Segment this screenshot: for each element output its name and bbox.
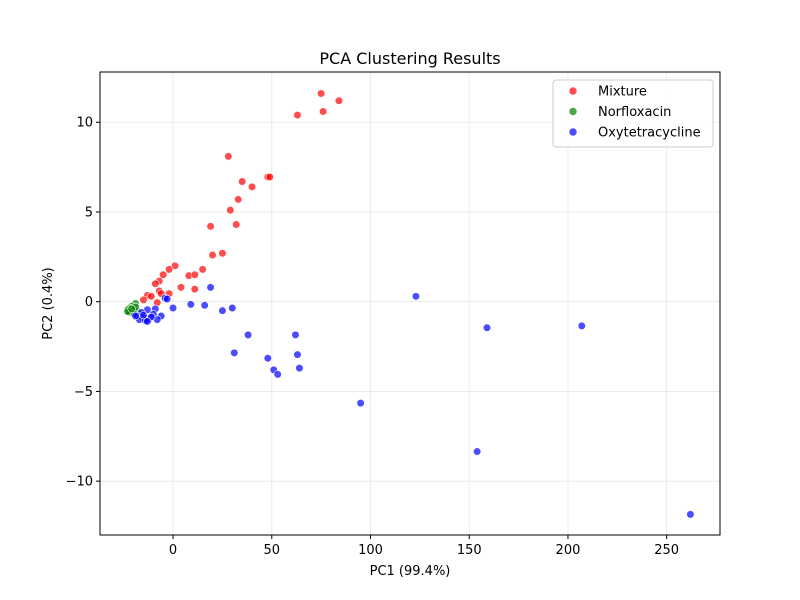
point-oxytetracycline — [295, 364, 304, 373]
chart-title: PCA Clustering Results — [319, 49, 500, 68]
point-mixture — [334, 96, 344, 105]
legend-marker-mixture — [568, 86, 578, 96]
point-oxytetracycline — [200, 301, 209, 310]
point-oxytetracycline — [291, 330, 300, 340]
point-norfloxacin — [127, 304, 136, 313]
point-mixture — [151, 279, 160, 288]
point-oxytetracycline — [163, 294, 172, 304]
y-axis-ticks: −10 −5 0 5 10 — [66, 116, 100, 490]
y-tick-label: −10 — [66, 475, 93, 490]
point-mixture — [170, 261, 180, 270]
legend-box — [552, 79, 714, 148]
point-mixture — [147, 292, 156, 301]
point-mixture — [139, 295, 148, 305]
point-mixture — [208, 250, 217, 260]
point-mixture — [206, 222, 215, 231]
point-oxytetracycline — [293, 350, 302, 359]
legend-label-norfloxacin: Norfloxacin — [598, 105, 671, 120]
point-mixture — [293, 110, 302, 120]
y-tick-label: −5 — [74, 385, 93, 400]
point-oxytetracycline — [218, 306, 227, 315]
point-mixture — [317, 89, 326, 98]
point-mixture — [176, 283, 186, 292]
y-tick-label: 5 — [85, 205, 93, 220]
point-mixture — [226, 206, 235, 215]
point-mixture — [224, 152, 233, 161]
point-mixture — [247, 182, 257, 191]
point-oxytetracycline — [577, 321, 586, 331]
point-oxytetracycline — [273, 370, 282, 379]
y-axis-label: PC2 (0.4%) — [41, 267, 56, 340]
point-oxytetracycline — [139, 311, 148, 320]
point-oxytetracycline — [143, 317, 152, 326]
plot-area-frame — [99, 71, 721, 536]
point-mixture — [218, 249, 227, 258]
x-tick-label: 200 — [556, 543, 581, 558]
legend-marker-oxytetracycline — [568, 127, 578, 137]
point-oxytetracycline — [230, 348, 239, 357]
legend-marker-norfloxacin — [568, 107, 578, 116]
point-oxytetracycline — [228, 303, 237, 313]
point-oxytetracycline — [263, 354, 272, 363]
x-tick-label: 100 — [358, 543, 383, 558]
point-oxytetracycline — [168, 303, 178, 313]
point-oxytetracycline — [473, 447, 482, 456]
point-oxytetracycline — [356, 398, 365, 408]
legend-label-oxytetracycline: Oxytetracycline — [598, 126, 701, 141]
point-mixture — [190, 270, 199, 279]
legend: Mixture Norfloxacin Oxytetracycline — [552, 79, 714, 148]
point-mixture — [234, 195, 243, 204]
point-mixture — [232, 220, 241, 229]
point-mixture — [319, 107, 328, 116]
point-oxytetracycline — [206, 283, 215, 292]
x-axis-label: PC1 (99.4%) — [370, 564, 451, 579]
point-mixture — [265, 172, 274, 182]
point-oxytetracycline — [243, 330, 253, 340]
point-mixture — [238, 177, 247, 186]
x-tick-label: 50 — [264, 543, 281, 558]
point-oxytetracycline — [411, 292, 421, 301]
point-oxytetracycline — [686, 510, 695, 519]
point-mixture — [190, 285, 199, 294]
point-oxytetracycline — [482, 323, 492, 332]
x-tick-label: 150 — [457, 543, 482, 558]
point-mixture — [165, 265, 174, 274]
point-mixture — [198, 265, 207, 274]
legend-label-mixture: Mixture — [598, 85, 647, 100]
point-oxytetracycline — [131, 311, 140, 321]
data-points — [123, 89, 695, 519]
point-oxytetracycline — [186, 300, 195, 309]
x-tick-label: 250 — [654, 543, 679, 558]
x-tick-label: 0 — [169, 543, 177, 558]
x-axis-ticks: 0 50 100 150 200 250 — [169, 535, 679, 558]
y-tick-label: 10 — [76, 116, 93, 131]
y-tick-label: 0 — [85, 295, 93, 310]
point-mixture — [159, 270, 168, 279]
